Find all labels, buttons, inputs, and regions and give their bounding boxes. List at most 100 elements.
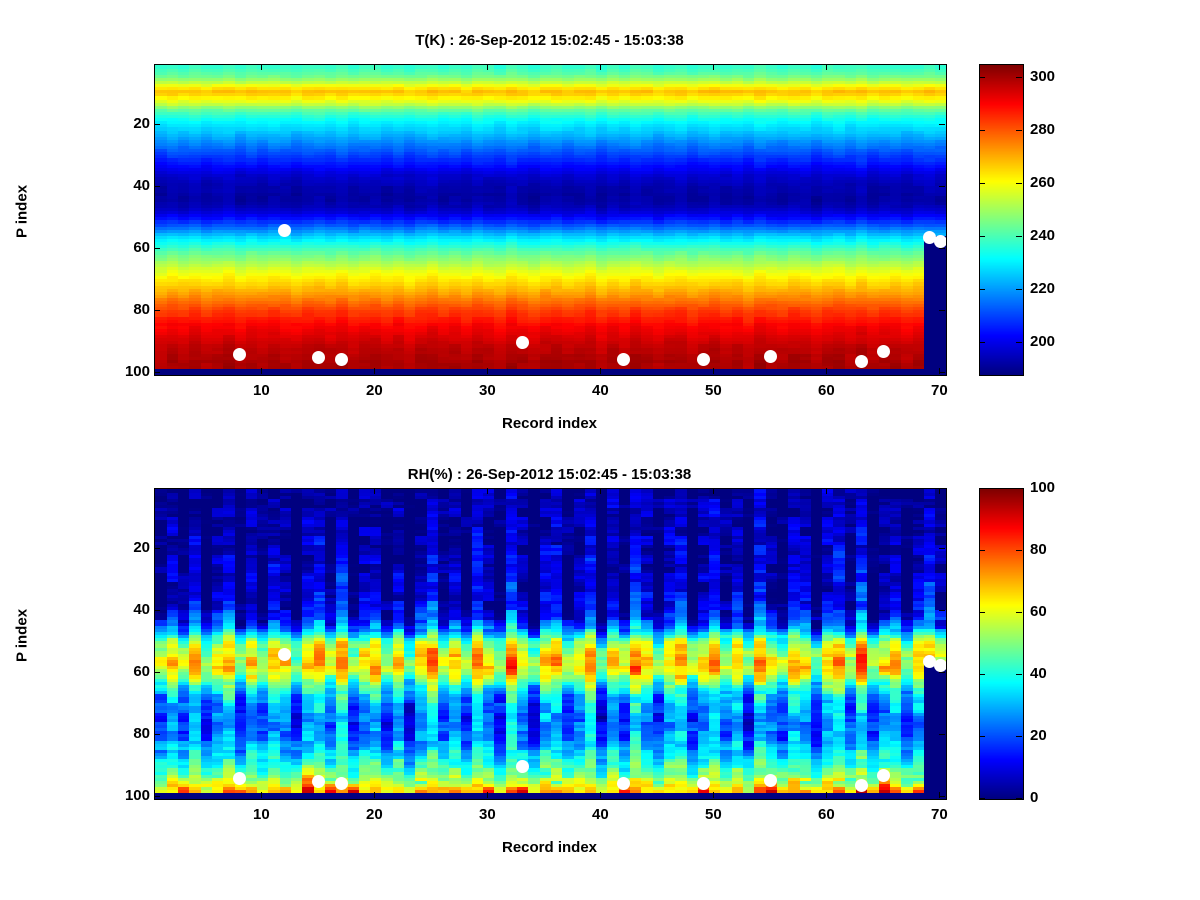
x-axis-label-relative-humidity: Record index (501, 839, 598, 856)
x-axis-tick (713, 64, 715, 70)
x-axis-tick-label: 10 (253, 806, 270, 823)
panel-title-relative-humidity: RH(%) : 26-Sep-2012 15:02:45 - 15:03:38 (407, 466, 692, 483)
x-axis-tick (826, 368, 828, 374)
y-axis-tick (939, 248, 945, 250)
panel-relative-humidity: RH(%) : 26-Sep-2012 15:02:45 - 15:03:38 … (0, 450, 1200, 900)
colorbar-gradient-relative-humidity (980, 489, 1023, 799)
colorbar-tick (1016, 736, 1022, 737)
y-axis-tick (154, 672, 160, 674)
y-axis-tick-label: 80 (133, 725, 150, 743)
y-axis-tick (154, 310, 160, 312)
y-axis-tick (154, 548, 160, 550)
colorbar-tick (1016, 550, 1022, 551)
colorbar-tick (979, 674, 985, 675)
y-axis-tick-label: 20 (133, 539, 150, 557)
panel-temperature: T(K) : 26-Sep-2012 15:02:45 - 15:03:38 1… (13, 32, 1056, 432)
x-axis-tick-label: 20 (366, 806, 383, 823)
colorbar-tick-label: 20 (1030, 727, 1047, 744)
colorbar-tick (1016, 77, 1022, 79)
colorbar-tick (1016, 342, 1022, 344)
y-axis-label-temperature: P index (13, 184, 31, 239)
x-axis-tick-label: 60 (818, 806, 835, 823)
colorbar-tick (979, 183, 985, 185)
x-axis-tick (939, 368, 941, 374)
colorbar-tick-label: 0 (1030, 789, 1039, 806)
x-axis-tick (261, 792, 263, 798)
x-axis-tick (939, 64, 941, 70)
colorbar-tick (1016, 674, 1022, 675)
x-axis-tick (939, 488, 941, 494)
colorbar-tick-label: 240 (1030, 227, 1056, 245)
heatmap-plot-relative-humidity[interactable] (154, 488, 947, 800)
x-axis-tick-label: 50 (705, 806, 722, 823)
x-axis-tick (487, 64, 489, 70)
y-axis-tick-label: 80 (133, 301, 150, 319)
y-axis-tick (939, 548, 945, 550)
heatmap-image-temperature (155, 65, 946, 375)
x-axis-tick-label: 10 (253, 382, 270, 399)
colorbar-tick (1016, 488, 1022, 489)
y-axis-tick-label: 60 (133, 663, 150, 681)
colorbar-tick (979, 77, 985, 79)
y-axis-tick (154, 186, 160, 188)
x-axis-tick (487, 792, 489, 798)
x-axis-tick (261, 64, 263, 70)
x-axis-tick (826, 64, 828, 70)
colorbar-tick-label: 260 (1030, 174, 1056, 192)
y-axis-tick (939, 124, 945, 126)
x-axis-tick (826, 488, 828, 494)
y-axis-tick (939, 796, 945, 798)
colorbar-tick (979, 289, 985, 291)
x-axis-tick-label: 60 (818, 382, 835, 399)
x-axis-tick-label: 70 (931, 382, 948, 399)
x-axis-tick (600, 792, 602, 798)
x-axis-tick (487, 368, 489, 374)
colorbar-tick (1016, 183, 1022, 185)
colorbar-tick (979, 236, 985, 238)
x-axis-tick (713, 488, 715, 494)
colorbar-tick-label: 100 (1030, 479, 1056, 496)
y-axis-tick (939, 310, 945, 312)
heatmap-image-relative-humidity (155, 489, 946, 799)
x-axis-tick-label: 70 (931, 806, 948, 823)
y-axis-tick (154, 796, 160, 798)
y-axis-tick-label: 60 (133, 239, 150, 257)
x-axis-tick-label: 40 (592, 382, 609, 399)
y-axis-tick (154, 610, 160, 612)
x-axis-tick (374, 792, 376, 798)
y-axis-tick (939, 672, 945, 674)
colorbar-tick-label: 300 (1030, 68, 1056, 86)
colorbar-tick-label: 280 (1030, 121, 1056, 139)
colorbar-tick-label: 80 (1030, 541, 1047, 558)
x-axis-label-temperature: Record index (501, 415, 598, 432)
y-axis-tick (939, 372, 945, 374)
colorbar-temperature[interactable] (979, 64, 1024, 376)
colorbar-relative-humidity[interactable] (979, 488, 1024, 800)
x-axis-tick (374, 64, 376, 70)
y-axis-tick (154, 124, 160, 126)
x-axis-tick (374, 368, 376, 374)
y-axis-tick-label: 40 (133, 601, 150, 619)
y-axis-tick-label: 100 (124, 787, 150, 805)
colorbar-tick (1016, 289, 1022, 291)
colorbar-tick (1016, 130, 1022, 132)
x-axis-tick-label: 20 (366, 382, 383, 399)
colorbar-tick (979, 736, 985, 737)
colorbar-tick (1016, 798, 1022, 799)
x-axis-tick-label: 40 (592, 806, 609, 823)
y-axis-tick (939, 186, 945, 188)
colorbar-tick (1016, 612, 1022, 613)
x-axis-tick (261, 488, 263, 494)
y-axis-tick (154, 372, 160, 374)
y-axis-label-relative-humidity: P index (13, 608, 31, 663)
colorbar-tick (979, 488, 985, 489)
y-axis-tick (939, 610, 945, 612)
heatmap-plot-temperature[interactable] (154, 64, 947, 376)
x-axis-tick (826, 792, 828, 798)
colorbar-tick (979, 342, 985, 344)
x-axis-tick (600, 488, 602, 494)
y-axis-tick-label: 20 (133, 115, 150, 133)
colorbar-tick (1016, 236, 1022, 238)
y-axis-tick (939, 734, 945, 736)
